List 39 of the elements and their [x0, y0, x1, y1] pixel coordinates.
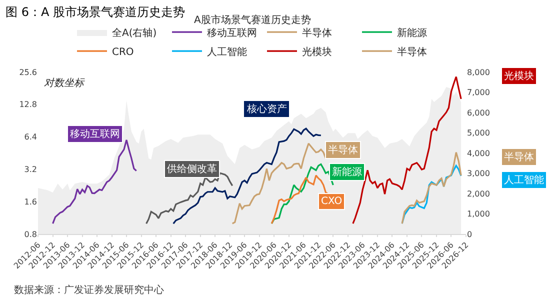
text: 人工智能: [504, 174, 544, 186]
legend-label: 人工智能: [207, 46, 247, 58]
annotation: 移动互联网: [70, 128, 120, 140]
y-tick-label: 0.8: [24, 230, 37, 239]
y2-tick-label: 6,000: [467, 108, 490, 118]
y2-tick-label: 2,000: [467, 189, 490, 198]
line-series: [52, 139, 138, 224]
source-note: 数据来源：广发证券发展研究中心: [14, 284, 164, 296]
legend-label: 半导体: [302, 26, 332, 39]
annotation: 半导体: [328, 144, 358, 156]
y2-tick-label: 4,000: [467, 148, 490, 158]
annotation: 核心资产: [246, 103, 287, 115]
legend-label: CRO: [112, 46, 134, 58]
y-tick-label: 25.6: [19, 68, 37, 77]
y2-tick-label: 8,000: [467, 68, 490, 77]
y2-tick-label: 7,000: [467, 88, 490, 98]
legend-label: 光模块: [302, 46, 332, 58]
y-tick-label: 6.4: [24, 132, 37, 142]
y2-tick-label: 1,000: [467, 210, 490, 219]
y2-tick-label: 0: [467, 230, 472, 239]
annotation: CXO: [321, 196, 342, 207]
text: 光模块: [504, 70, 534, 82]
legend-label: 移动互联网: [207, 26, 257, 39]
y2-tick-label: 5,000: [467, 128, 490, 138]
legend-label: 新能源: [397, 26, 427, 39]
legend-label: 全A(右轴): [112, 26, 157, 39]
annotation: 供给侧改革: [167, 163, 217, 175]
y-tick-label: 12.8: [19, 100, 37, 110]
line-series: [401, 152, 462, 224]
chart-subtitle: A股市场景气赛道历史走势: [194, 14, 311, 26]
line-series: [401, 164, 462, 224]
y-tick-label: 3.2: [24, 165, 37, 174]
y2-tick-label: 3,000: [467, 169, 490, 178]
y-tick-label: 1.6: [24, 197, 37, 206]
text: 半导体: [504, 151, 534, 163]
legend-label: 半导体: [397, 46, 427, 58]
chart-title: 图 6：A 股市场景气赛道历史走势: [6, 4, 185, 19]
annotation: 对数坐标: [44, 77, 85, 89]
annotation: 新能源: [332, 166, 362, 178]
